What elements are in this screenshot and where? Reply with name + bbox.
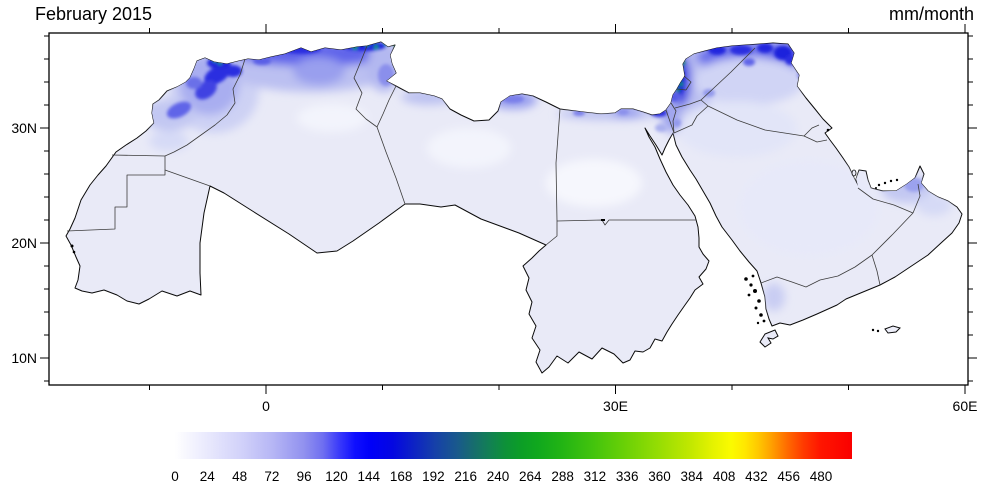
y-axis-tick-label: 30N [11, 120, 37, 136]
y-axis-tick-label: 20N [11, 235, 37, 251]
colorbar-tick-label: 408 [713, 469, 736, 484]
colorbar-tick-label: 312 [584, 469, 607, 484]
colorbar-tick-label: 168 [390, 469, 413, 484]
axis-labels: 0 30E 60E 30N 20N 10N [11, 120, 977, 414]
figure-title: February 2015 [35, 4, 152, 24]
colorbar-tick-label: 48 [232, 469, 247, 484]
colorbar-tick-label: 0 [171, 469, 179, 484]
colorbar-tick-label: 480 [810, 469, 833, 484]
colorbar-tick-label: 216 [454, 469, 477, 484]
x-axis-tick-label: 30E [603, 398, 628, 414]
axis-ticks [40, 24, 977, 394]
colorbar-tick-label: 288 [551, 469, 574, 484]
djibouti-outline [759, 329, 779, 348]
islands [70, 128, 901, 334]
country-borders [66, 45, 921, 288]
colorbar-tick-label: 96 [297, 469, 312, 484]
colorbar-tick-label: 264 [519, 469, 542, 484]
colorbar-tick-label: 120 [325, 469, 348, 484]
colorbar-tick-label: 456 [777, 469, 800, 484]
colorbar-tick-label: 72 [264, 469, 279, 484]
colorbar-tick-label: 432 [745, 469, 768, 484]
colorbar-tick-label: 192 [422, 469, 445, 484]
colorbar-labels: 0 24 48 72 96 120 144 168 192 216 240 264 288 312 336 3… [171, 469, 832, 484]
plot-frame [48, 32, 969, 386]
colorbar-tick-label: 384 [681, 469, 704, 484]
y-axis-tick-label: 10N [11, 350, 37, 366]
precipitation-layer [143, 42, 952, 311]
map-region [65, 41, 963, 374]
colorbar-tick-label: 240 [487, 469, 510, 484]
colorbar-tick-label: 336 [616, 469, 639, 484]
x-axis-tick-label: 0 [262, 398, 270, 414]
x-axis-tick-label: 60E [953, 398, 978, 414]
units-label: mm/month [889, 4, 974, 24]
colorbar [175, 432, 852, 459]
colorbar-tick-label: 24 [200, 469, 216, 484]
colorbar-tick-label: 144 [358, 469, 381, 484]
colorbar-tick-label: 360 [648, 469, 671, 484]
